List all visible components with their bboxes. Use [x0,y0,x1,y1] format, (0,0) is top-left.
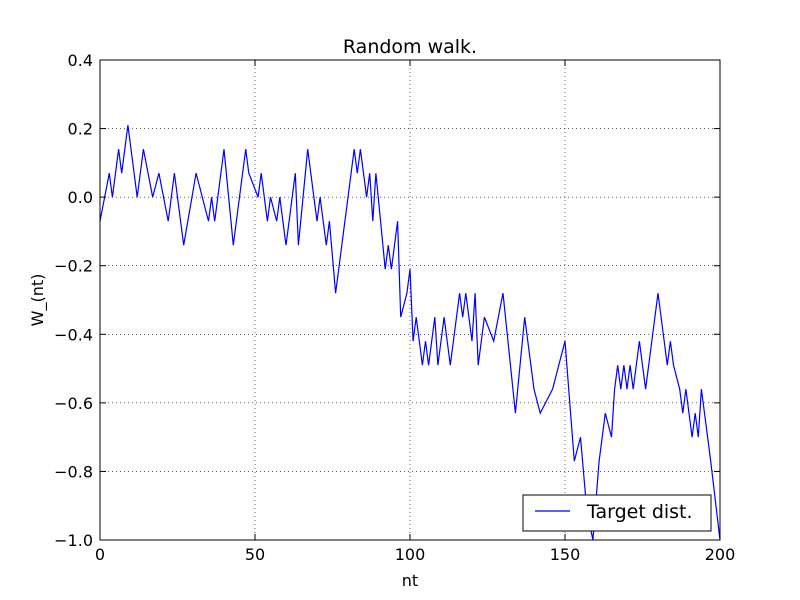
x-tick-label: 0 [95,545,105,564]
x-tick-label: 100 [395,545,426,564]
y-tick-label: 0.0 [68,188,93,207]
x-tick-label: 200 [705,545,736,564]
legend-entry-label: Target dist. [586,501,693,523]
chart-title: Random walk. [343,36,477,58]
series-layer [99,125,721,541]
y-axis-label: W_(nt) [28,274,48,327]
y-tick-label: −0.2 [54,257,93,276]
y-tick-label: 0.2 [68,120,93,139]
y-tick-label: −0.6 [54,394,93,413]
y-tick-label: −0.4 [54,325,93,344]
legend-box [522,494,712,532]
grid-lines [100,60,720,540]
x-axis-label: nt [402,571,418,590]
x-tick-label: 50 [245,545,265,564]
y-tick-label: 0.4 [68,51,93,70]
y-tick-label: −1.0 [54,531,93,550]
ticks-and-labels: 0 50 100 150 200 −1.0 −0.8 −0.6 −0.4 −0.2 0.0 0.2 0.… [54,51,735,564]
legend: Target dist. [522,494,712,532]
x-tick-label: 150 [550,545,581,564]
series-line-0 [99,125,721,541]
y-tick-label: −0.8 [54,462,93,481]
